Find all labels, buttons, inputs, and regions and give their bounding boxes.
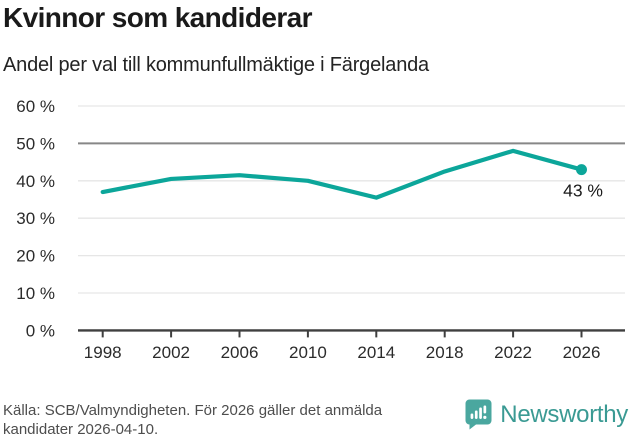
x-tick-label: 2006 — [221, 343, 259, 362]
y-tick-label: 50 % — [16, 134, 55, 153]
y-tick-label: 0 % — [26, 321, 55, 340]
x-tick-label: 1998 — [84, 343, 122, 362]
end-value-label: 43 % — [563, 181, 603, 201]
y-tick-label: 10 % — [16, 284, 55, 303]
line-chart: 0 % 10 % 20 % 30 % 40 % 50 % 60 % 1998 2002 2006 2… — [16, 97, 625, 362]
brand-wordmark: Newsworthy — [500, 400, 628, 428]
source-note-line1: Källa: SCB/Valmyndigheten. För 2026 gäll… — [3, 402, 383, 419]
trend-line — [100, 148, 584, 200]
x-tick-label: 2002 — [152, 343, 190, 362]
chart-title: Kvinnor som kandiderar — [3, 2, 312, 33]
newsworthy-logo-icon — [465, 399, 492, 430]
end-point-marker — [576, 164, 587, 176]
newsworthy-logo: Newsworthy — [465, 399, 628, 430]
chart-subtitle: Andel per val till kommunfullmäktige i F… — [3, 54, 429, 76]
x-tick-label: 2018 — [426, 343, 464, 362]
y-tick-label: 30 % — [16, 209, 55, 228]
mini-bar-chart-icon — [470, 405, 487, 419]
y-tick-label: 20 % — [16, 247, 55, 266]
source-note-line2: kandidater 2026-04-10. — [3, 421, 159, 438]
x-tick-label: 2010 — [289, 343, 327, 362]
x-tick-label: 2022 — [494, 343, 532, 362]
x-tick-label: 2026 — [563, 343, 601, 362]
source-note: Källa: SCB/Valmyndigheten. För 2026 gäll… — [3, 401, 382, 439]
speech-bubble-pin-shape — [465, 399, 492, 430]
y-tick-label: 40 % — [16, 172, 55, 191]
x-tick-label: 2014 — [357, 343, 395, 362]
y-tick-label: 60 % — [16, 97, 55, 116]
